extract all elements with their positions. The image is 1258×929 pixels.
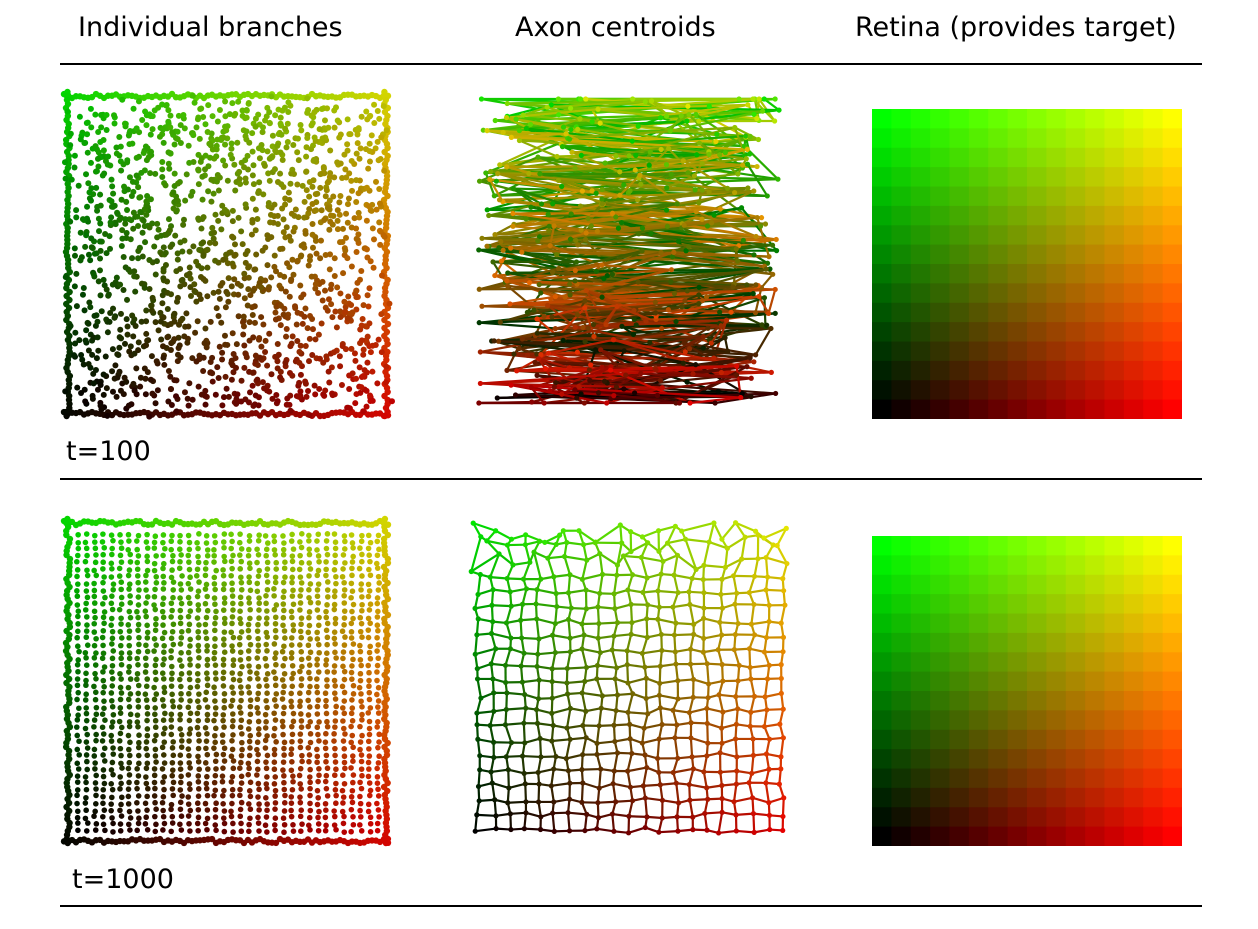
header-individual-branches: Individual branches	[78, 12, 343, 43]
middle-rule	[60, 478, 1202, 480]
time-label-t100: t=100	[66, 436, 151, 467]
bottom-rule	[60, 905, 1202, 907]
retina-panel-t1000	[872, 536, 1182, 846]
branches-panel-t1000	[60, 515, 392, 847]
branches-panel-t100	[60, 88, 395, 420]
header-retina: Retina (provides target)	[855, 12, 1177, 43]
header-axon-centroids: Axon centroids	[515, 12, 716, 43]
retina-panel-t100	[872, 109, 1182, 419]
centroids-panel-t1000	[468, 520, 790, 836]
time-label-t1000: t=1000	[72, 864, 174, 895]
centroids-panel-t100	[476, 96, 782, 406]
top-rule	[60, 63, 1202, 65]
